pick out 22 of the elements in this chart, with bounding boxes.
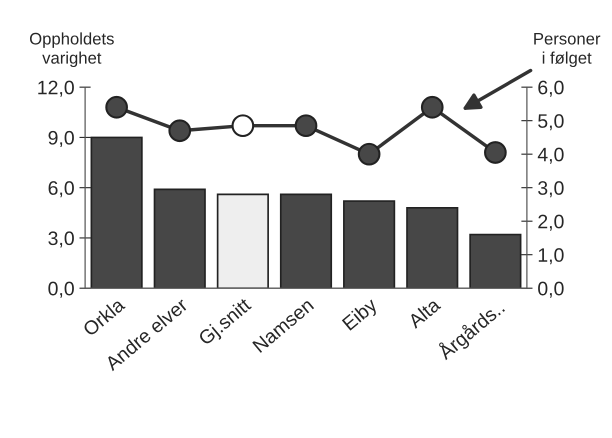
y-axis-title: Oppholdets varighet <box>30 32 114 68</box>
y2-tick-label: 0,0 <box>538 282 564 298</box>
y2-tick-label: 6,0 <box>538 80 564 97</box>
y-tick-label: 12,0 <box>38 80 74 97</box>
y-tick-label: 6,0 <box>48 181 74 198</box>
y2-tick-label: 3,0 <box>538 181 564 198</box>
y2-axis-title: Personer i følget <box>534 32 600 68</box>
bar <box>216 194 269 288</box>
x-tick-label: Alta <box>406 296 442 329</box>
y2-tick-label: 1,0 <box>538 248 564 264</box>
x-tick-label: Orkla <box>82 296 126 337</box>
bar <box>280 194 332 288</box>
y-tick-label: 9,0 <box>48 130 74 147</box>
bar <box>406 206 458 288</box>
y2-tick-label: 4,0 <box>538 148 564 164</box>
bar <box>154 188 206 288</box>
y-tick-label: 0,0 <box>48 282 74 298</box>
bar <box>343 200 396 288</box>
y2-tick-label: 2,0 <box>538 214 564 231</box>
y2-tick-label: 5,0 <box>538 114 564 130</box>
x-tick-label: Eiby <box>341 296 381 334</box>
y-tick-label: 3,0 <box>48 231 74 248</box>
